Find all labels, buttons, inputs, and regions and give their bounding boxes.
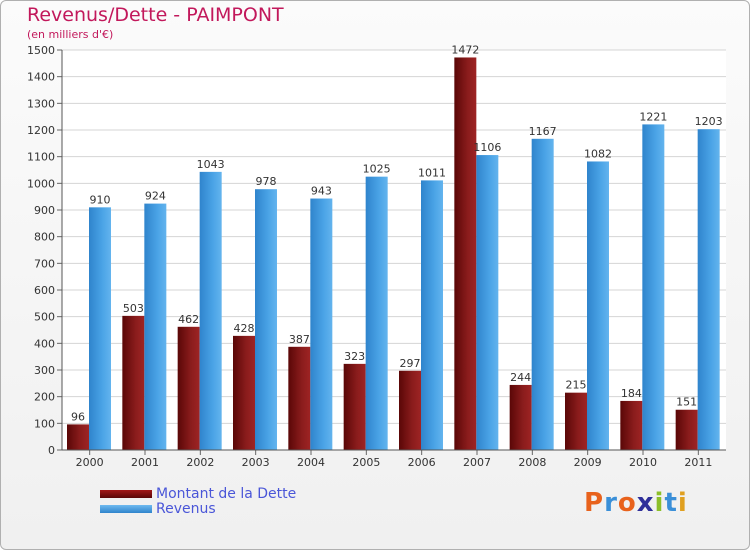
bar-revenue (310, 198, 333, 450)
y-tick-label: 1500 (27, 44, 55, 57)
value-label-revenue: 1082 (584, 147, 612, 160)
bar-revenue (89, 207, 111, 450)
chart-title: Revenus/Dette - PAIMPONT (27, 4, 284, 26)
brand-letter: t (664, 488, 678, 518)
bar-debt (288, 346, 311, 450)
y-tick-label: 1100 (27, 151, 55, 164)
value-label-debt: 215 (566, 379, 587, 392)
value-label-debt: 503 (123, 302, 144, 315)
value-label-debt: 96 (71, 410, 85, 423)
x-tick-label: 2006 (408, 456, 436, 469)
brand-logo: Proxiti (584, 488, 688, 518)
y-tick-label: 200 (34, 391, 55, 404)
bar-revenue (144, 203, 167, 450)
bar-debt (675, 409, 698, 450)
bar-revenue (199, 171, 222, 450)
bar-debt (399, 370, 421, 450)
value-label-revenue: 910 (90, 193, 111, 206)
y-tick-label: 0 (48, 444, 55, 457)
bar-debt (509, 384, 532, 450)
value-label-revenue: 1167 (529, 125, 557, 138)
x-tick-label: 2005 (352, 456, 380, 469)
brand-letter: i (654, 488, 665, 518)
bar-revenue (255, 189, 277, 450)
plot-area (62, 50, 726, 450)
value-label-revenue: 978 (256, 175, 277, 188)
bar-debt (343, 363, 366, 450)
bar-revenue (421, 180, 443, 450)
value-label-revenue: 1203 (695, 115, 723, 128)
value-label-debt: 297 (400, 357, 421, 370)
value-label-revenue: 1043 (197, 158, 225, 171)
legend-label-debt: Montant de la Dette (156, 485, 297, 502)
value-label-debt: 151 (676, 396, 697, 409)
y-tick-label: 800 (34, 231, 55, 244)
value-label-debt: 1472 (451, 43, 479, 56)
bar-revenue (531, 138, 554, 451)
y-tick-label: 1300 (27, 97, 55, 110)
value-label-debt: 462 (178, 313, 199, 326)
bar-debt (233, 335, 255, 450)
y-tick-label: 1000 (27, 177, 55, 190)
y-tick-label: 1200 (27, 124, 55, 137)
legend-swatch-debt (100, 489, 152, 498)
brand-letter: o (617, 488, 637, 518)
y-tick-label: 500 (34, 311, 55, 324)
value-label-debt: 323 (344, 350, 365, 363)
bar-revenue (476, 155, 499, 451)
x-tick-label: 2002 (186, 456, 214, 469)
y-tick-label: 400 (34, 337, 55, 350)
chart-legend: Montant de la Dette Revenus (100, 485, 297, 517)
bar-debt (177, 326, 200, 450)
value-label-debt: 184 (621, 387, 642, 400)
x-tick-label: 2011 (684, 456, 712, 469)
legend-entry-revenue: Revenus (100, 500, 296, 517)
value-label-debt: 428 (234, 322, 255, 335)
brand-letter: i (677, 488, 688, 518)
value-label-revenue: 924 (145, 190, 166, 203)
x-tick-label: 2010 (629, 456, 657, 469)
legend-label-revenue: Revenus (156, 500, 216, 517)
x-tick-label: 2000 (76, 456, 104, 469)
y-tick-label: 300 (34, 364, 55, 377)
value-label-revenue: 1221 (639, 110, 667, 123)
value-label-debt: 387 (289, 333, 310, 346)
x-tick-label: 2007 (463, 456, 491, 469)
value-label-revenue: 1025 (363, 163, 391, 176)
value-label-revenue: 1011 (418, 166, 446, 179)
bar-debt (67, 424, 89, 450)
value-label-debt: 244 (510, 371, 531, 384)
x-tick-label: 2003 (242, 456, 270, 469)
chart-subtitle: (en milliers d'€) (27, 28, 114, 41)
y-tick-label: 700 (34, 257, 55, 270)
y-tick-label: 600 (34, 284, 55, 297)
brand-letter: r (604, 488, 618, 518)
y-tick-label: 900 (34, 204, 55, 217)
x-tick-label: 2001 (131, 456, 159, 469)
brand-letter: P (584, 488, 605, 518)
bar-revenue (587, 161, 609, 450)
value-label-revenue: 1106 (473, 141, 501, 154)
bar-revenue (365, 176, 388, 450)
legend-swatch-revenue (100, 504, 152, 513)
bar-revenue (697, 129, 720, 450)
legend-entry-debt: Montant de la Dette (100, 485, 297, 502)
x-tick-label: 2009 (574, 456, 602, 469)
x-tick-label: 2004 (297, 456, 325, 469)
bar-revenue (642, 124, 665, 451)
bar-debt (122, 315, 145, 450)
brand-letter: x (636, 488, 655, 518)
bar-debt (620, 400, 643, 450)
value-label-revenue: 943 (311, 185, 332, 198)
y-tick-label: 100 (34, 417, 55, 430)
y-tick-label: 1400 (27, 71, 55, 84)
x-tick-label: 2008 (518, 456, 546, 469)
bar-debt (454, 57, 477, 450)
bar-debt (565, 392, 587, 450)
